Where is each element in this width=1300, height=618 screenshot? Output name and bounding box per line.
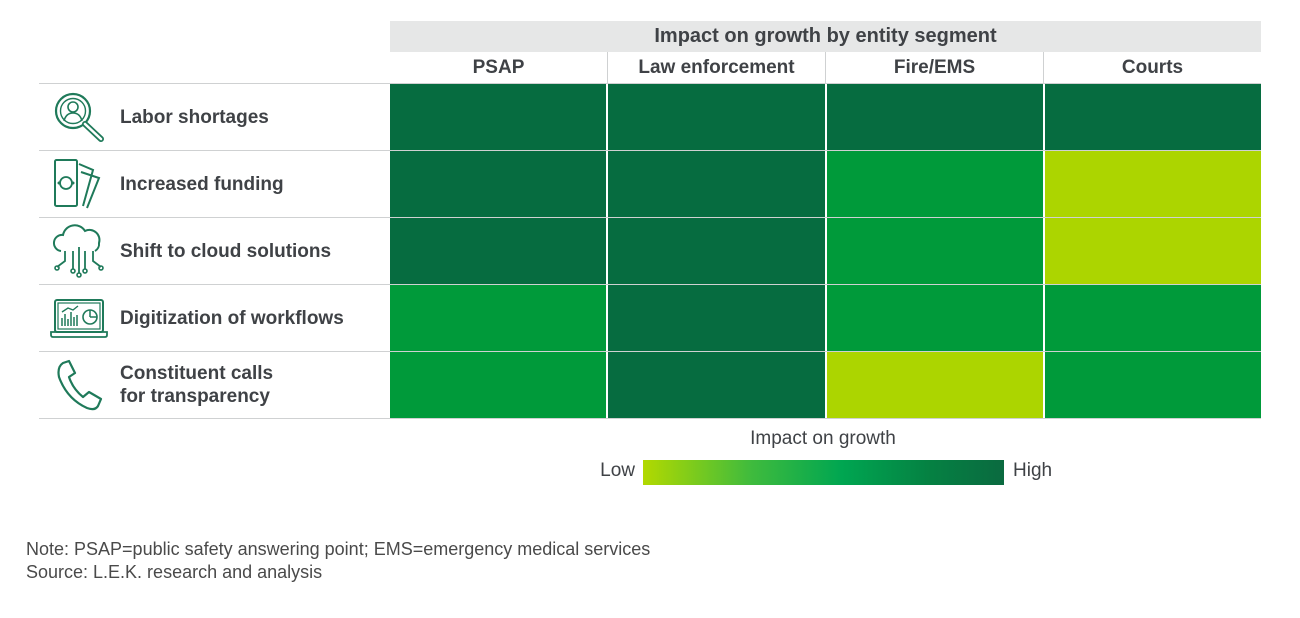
heatmap-cell: [606, 218, 825, 284]
row-cells: [390, 218, 1261, 284]
footnotes: Note: PSAP=public safety answering point…: [26, 538, 650, 584]
magnifier-person-icon: [39, 84, 119, 150]
heatmap-cell: [390, 218, 607, 284]
column-headers: PSAP Law enforcement Fire/EMS Courts: [390, 52, 1261, 83]
column-header: Law enforcement: [607, 52, 825, 83]
note-text: Note: PSAP=public safety answering point…: [26, 539, 651, 559]
heatmap-rows: Labor shortages Increased funding Shift to…: [39, 84, 1261, 419]
row-cells: [390, 151, 1261, 217]
row-label-text: Increased funding: [120, 173, 284, 195]
row-label: Shift to cloud solutions: [39, 218, 390, 284]
legend-gradient-bar: [643, 460, 1004, 485]
heatmap-cell: [606, 285, 825, 351]
heatmap-row: Labor shortages: [39, 84, 1261, 151]
heatmap-cell: [1042, 84, 1261, 150]
heatmap-cell: [606, 84, 825, 150]
row-cells: [390, 352, 1261, 418]
heatmap-row: Constituent calls for transparency: [39, 352, 1261, 419]
row-label-text: Constituent calls for transparency: [120, 363, 274, 407]
heatmap-cell: [390, 352, 607, 418]
heatmap-cell: [390, 151, 607, 217]
laptop-chart-icon: [39, 285, 119, 351]
phone-icon: [39, 352, 119, 418]
heatmap-cell: [1042, 218, 1261, 284]
heatmap-cell: [824, 218, 1043, 284]
heatmap-title: Impact on growth by entity segment: [654, 25, 997, 47]
heatmap-cell: [824, 84, 1043, 150]
heatmap-cell: [1042, 352, 1261, 418]
row-label-text: Digitization of workflows: [120, 307, 344, 329]
heatmap-row: Digitization of workflows: [39, 285, 1261, 352]
source-text: Source: L.E.K. research and analysis: [26, 562, 323, 582]
money-stack-icon: [39, 151, 119, 217]
header-divider: [39, 83, 1261, 84]
heatmap-cell: [606, 151, 825, 217]
heatmap-row: Shift to cloud solutions: [39, 218, 1261, 285]
row-label-text: Labor shortages: [120, 106, 269, 128]
heatmap-cell: [824, 285, 1043, 351]
row-label-text: Shift to cloud solutions: [120, 240, 332, 262]
column-header: Courts: [1043, 52, 1261, 83]
cloud-network-icon: [39, 218, 119, 284]
row-label: Constituent calls for transparency: [39, 352, 390, 418]
legend-low-label: Low: [600, 460, 635, 481]
legend-title: Impact on growth: [750, 428, 896, 449]
heatmap-super-header: Impact on growth by entity segment: [390, 21, 1261, 52]
row-cells: [390, 84, 1261, 150]
heatmap-cell: [1042, 285, 1261, 351]
heatmap-cell: [390, 84, 607, 150]
heatmap-cell: [390, 285, 607, 351]
column-header: PSAP: [472, 56, 525, 78]
row-label: Digitization of workflows: [39, 285, 390, 351]
heatmap-cell: [606, 352, 825, 418]
row-label: Increased funding: [39, 151, 390, 217]
heatmap-cell: [824, 352, 1043, 418]
heatmap-row: Increased funding: [39, 151, 1261, 218]
heatmap-cell: [1042, 151, 1261, 217]
heatmap-cell: [824, 151, 1043, 217]
legend-high-label: High: [1013, 460, 1053, 481]
column-header: Fire/EMS: [825, 52, 1043, 83]
row-label: Labor shortages: [39, 84, 390, 150]
row-cells: [390, 285, 1261, 351]
